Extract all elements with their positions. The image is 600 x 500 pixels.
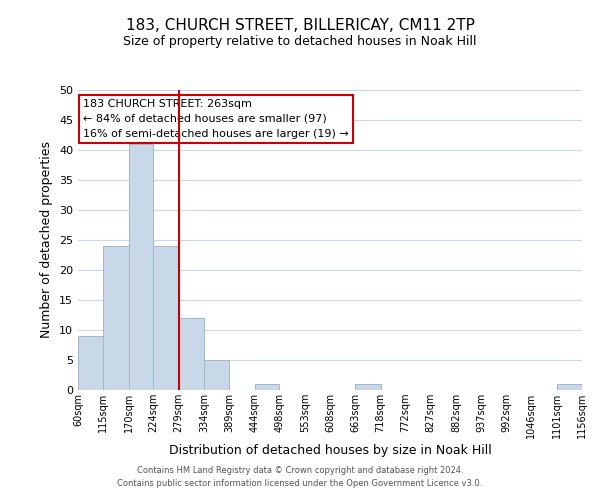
Bar <box>103 246 128 390</box>
Text: 183, CHURCH STREET, BILLERICAY, CM11 2TP: 183, CHURCH STREET, BILLERICAY, CM11 2TP <box>125 18 475 32</box>
Bar <box>557 384 582 390</box>
Bar <box>179 318 204 390</box>
Text: Contains HM Land Registry data © Crown copyright and database right 2024.
Contai: Contains HM Land Registry data © Crown c… <box>118 466 482 487</box>
Bar <box>128 144 154 390</box>
Text: 183 CHURCH STREET: 263sqm
← 84% of detached houses are smaller (97)
16% of semi-: 183 CHURCH STREET: 263sqm ← 84% of detac… <box>83 99 349 138</box>
Bar <box>254 384 280 390</box>
Bar <box>204 360 229 390</box>
Bar <box>154 246 179 390</box>
Bar <box>78 336 103 390</box>
Y-axis label: Number of detached properties: Number of detached properties <box>40 142 53 338</box>
Bar <box>355 384 380 390</box>
X-axis label: Distribution of detached houses by size in Noak Hill: Distribution of detached houses by size … <box>169 444 491 456</box>
Text: Size of property relative to detached houses in Noak Hill: Size of property relative to detached ho… <box>123 35 477 48</box>
